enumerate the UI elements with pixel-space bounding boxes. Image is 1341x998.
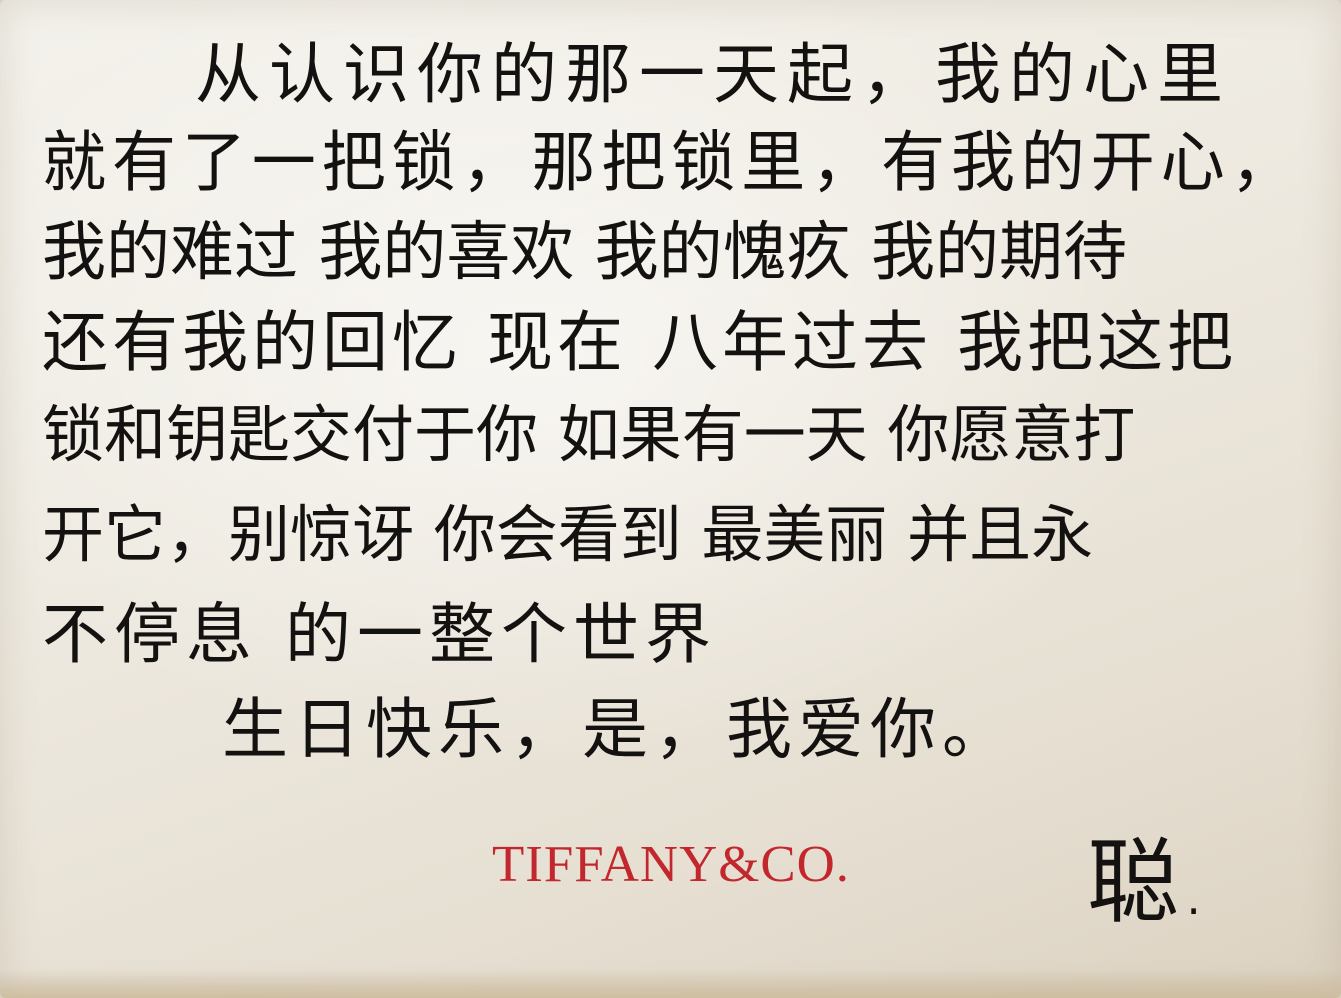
letter-line-8: 生日快乐，是，我爱你。 (222, 691, 1014, 768)
tiffany-logo: TIFFANY&CO. (492, 836, 850, 891)
letter-line-3: 我的难过 我的喜欢 我的愧疚 我的期待 (42, 216, 1128, 290)
letter-line-1: 从认识你的那一天起，我的心里 (195, 36, 1231, 113)
letter-line-4: 还有我的回忆 现在 八年过去 我把这把 (42, 304, 1237, 381)
signature-text: 聪. (1087, 829, 1208, 936)
handwritten-signature: 聪. (1087, 829, 1208, 936)
tiffany-logo-text: TIFFANY&CO. (492, 836, 850, 891)
letter-line-7: 不停息 的一整个世界 (42, 596, 717, 673)
letter-line-6: 开它，别惊讶 你会看到 最美丽 并且永 (42, 498, 1094, 571)
letter-line-5: 锁和钥匙交付于你 如果有一天 你愿意打 (42, 398, 1136, 471)
letter-line-2: 就有了一把锁，那把锁里，有我的开心， (42, 124, 1301, 201)
